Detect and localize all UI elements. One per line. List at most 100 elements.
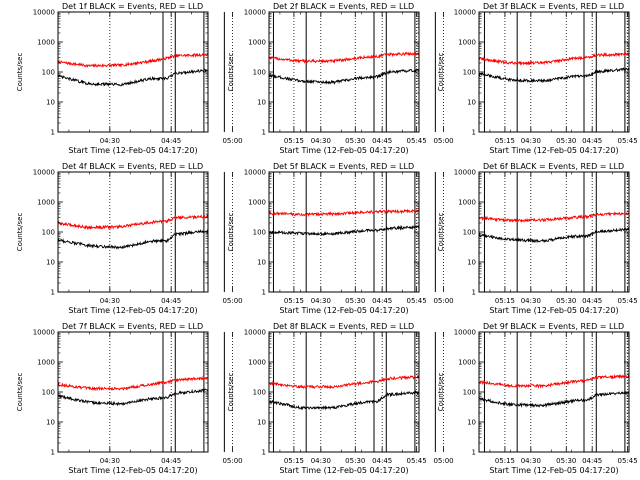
y-tick-label: 10000	[454, 169, 476, 177]
y-tick-label: 1	[262, 129, 266, 137]
x-tick-label: 04:45	[372, 137, 392, 145]
x-tick-label: 05:00	[222, 137, 242, 145]
y-tick-label: 100	[463, 69, 476, 77]
plot-title: Det 6f BLACK = Events, RED = LLD	[483, 162, 624, 171]
event-rate-line	[268, 373, 420, 414]
plot-title: Det 4f BLACK = Events, RED = LLD	[62, 162, 203, 171]
y-tick-label: 100	[253, 389, 266, 397]
x-tick-label: 05:30	[345, 457, 365, 465]
y-tick-label: 10000	[33, 169, 55, 177]
y-axis-label: Counts/sec	[227, 373, 235, 412]
x-axis-label: Start Time (12-Feb-05 04:17:20)	[279, 306, 408, 315]
y-tick-label: 10	[46, 99, 55, 107]
y-axis-label: Counts/sec	[437, 373, 445, 412]
plot-title: Det 3f BLACK = Events, RED = LLD	[483, 2, 624, 11]
x-tick-label: 04:30	[521, 297, 541, 305]
event-rate-line	[57, 53, 209, 87]
y-tick-label: 10000	[454, 329, 476, 337]
x-tick-label: 05:30	[345, 297, 365, 305]
plot-title: Det 9f BLACK = Events, RED = LLD	[483, 322, 624, 331]
plot-panel-6: Det 6f BLACK = Events, RED = LLD Counts/s…	[437, 162, 630, 315]
x-axis-label: Start Time (12-Feb-05 04:17:20)	[279, 466, 408, 475]
lld-rate-line	[57, 42, 209, 68]
plot-panel-3: Det 3f BLACK = Events, RED = LLD Counts/s…	[437, 2, 630, 155]
y-tick-label: 100	[463, 389, 476, 397]
y-tick-label: 100	[463, 229, 476, 237]
y-tick-label: 1000	[458, 359, 476, 367]
x-tick-label: 04:30	[521, 137, 541, 145]
x-tick-label: 04:30	[100, 297, 120, 305]
y-tick-label: 1000	[248, 39, 266, 47]
lld-rate-line	[478, 363, 630, 389]
y-tick-label: 10	[46, 259, 55, 267]
x-tick-label: 04:45	[582, 297, 602, 305]
plot-panel-1: Det 1f BLACK = Events, RED = LLD Counts/s…	[16, 2, 427, 155]
plot-panel-2: Det 2f BLACK = Events, RED = LLD Counts/s…	[227, 2, 638, 155]
y-tick-label: 10000	[244, 169, 266, 177]
x-tick-label: 05:30	[556, 297, 576, 305]
y-tick-label: 10	[257, 99, 266, 107]
y-axis-label: Counts/sec	[16, 53, 24, 92]
y-tick-label: 100	[42, 389, 55, 397]
x-axis-label: Start Time (12-Feb-05 04:17:20)	[68, 466, 197, 475]
y-tick-label: 10000	[33, 9, 55, 17]
x-tick-label: 05:00	[222, 457, 242, 465]
y-tick-label: 10	[46, 419, 55, 427]
y-tick-label: 1	[262, 449, 266, 457]
x-axis-label: Start Time (12-Feb-05 04:17:20)	[68, 306, 197, 315]
lld-rate-line	[268, 333, 420, 390]
y-tick-label: 10	[257, 419, 266, 427]
x-tick-label: 04:30	[100, 457, 120, 465]
x-tick-label: 04:45	[161, 297, 181, 305]
x-tick-label: 05:00	[433, 137, 453, 145]
y-tick-label: 1	[51, 289, 55, 297]
lld-rate-line	[57, 370, 209, 392]
lld-rate-line	[478, 41, 630, 66]
plot-title: Det 7f BLACK = Events, RED = LLD	[62, 322, 203, 331]
y-tick-label: 100	[42, 229, 55, 237]
x-tick-label: 05:45	[618, 297, 638, 305]
y-tick-label: 1000	[37, 359, 55, 367]
y-axis-label: Counts/sec	[227, 213, 235, 252]
y-tick-label: 1000	[37, 39, 55, 47]
y-tick-label: 1	[472, 449, 476, 457]
x-tick-label: 05:45	[407, 137, 427, 145]
y-tick-label: 10000	[244, 9, 266, 17]
event-rate-line	[268, 202, 420, 242]
y-tick-label: 1000	[248, 199, 266, 207]
x-tick-label: 04:30	[311, 457, 331, 465]
x-tick-label: 05:15	[284, 457, 304, 465]
y-tick-label: 10	[467, 99, 476, 107]
y-tick-label: 10	[257, 259, 266, 267]
x-tick-label: 04:45	[582, 137, 602, 145]
plot-title: Det 1f BLACK = Events, RED = LLD	[62, 2, 203, 11]
y-axis-label: Counts/sec	[437, 53, 445, 92]
x-tick-label: 04:45	[582, 457, 602, 465]
plot-title: Det 2f BLACK = Events, RED = LLD	[273, 2, 414, 11]
plot-panel-5: Det 5f BLACK = Events, RED = LLD Counts/s…	[227, 162, 638, 315]
lld-rate-line	[478, 199, 630, 224]
plot-frame	[478, 11, 630, 133]
plot-panel-9: Det 9f BLACK = Events, RED = LLD Counts/s…	[437, 322, 630, 475]
x-tick-label: 05:00	[433, 297, 453, 305]
x-tick-label: 05:30	[556, 457, 576, 465]
plot-frame	[268, 331, 420, 453]
x-tick-label: 05:45	[407, 297, 427, 305]
x-tick-label: 04:30	[311, 297, 331, 305]
x-tick-label: 04:45	[161, 137, 181, 145]
x-tick-label: 05:00	[222, 297, 242, 305]
y-tick-label: 1000	[37, 199, 55, 207]
y-tick-label: 1	[262, 289, 266, 297]
lld-rate-line	[57, 204, 209, 231]
x-tick-label: 05:45	[618, 457, 638, 465]
y-tick-label: 1000	[458, 39, 476, 47]
plot-title: Det 5f BLACK = Events, RED = LLD	[273, 162, 414, 171]
y-tick-label: 1	[51, 449, 55, 457]
plot-panel-8: Det 8f BLACK = Events, RED = LLD Counts/s…	[227, 322, 638, 475]
y-tick-label: 1	[472, 289, 476, 297]
x-axis-label: Start Time (12-Feb-05 04:17:20)	[489, 146, 618, 155]
x-tick-label: 05:45	[618, 137, 638, 145]
x-tick-label: 05:15	[495, 137, 515, 145]
x-axis-label: Start Time (12-Feb-05 04:17:20)	[68, 146, 197, 155]
